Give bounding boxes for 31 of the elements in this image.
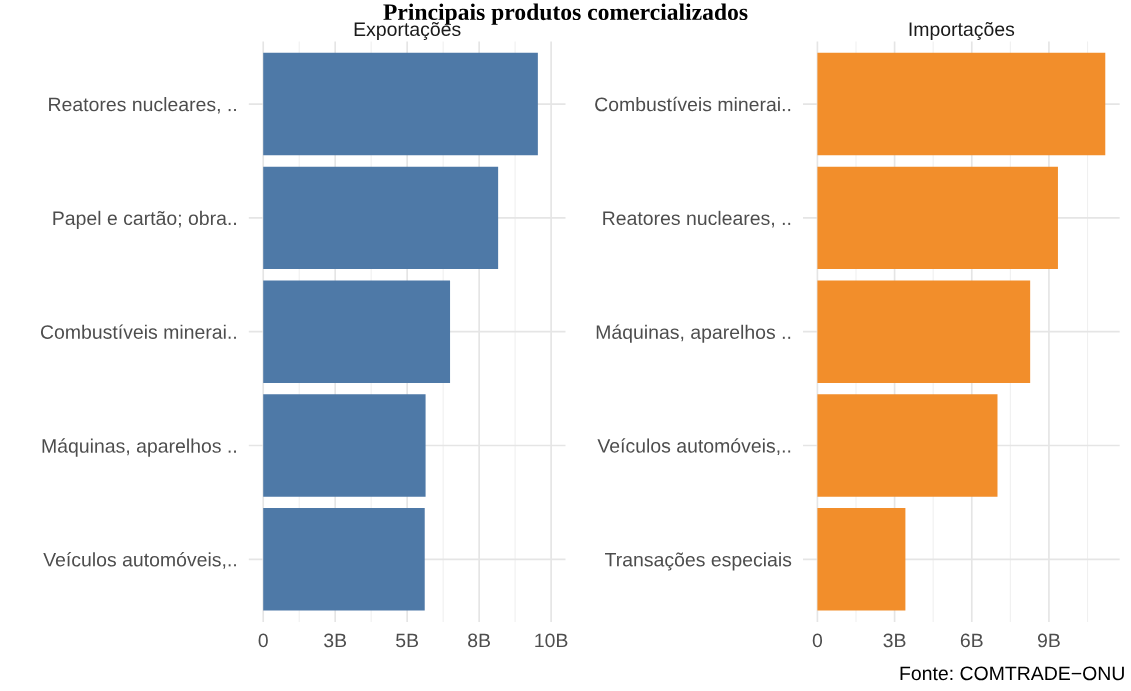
chart-subtitle: Importações xyxy=(909,21,1015,41)
bar xyxy=(817,508,906,611)
bar xyxy=(263,394,426,497)
y-tick-label: Veículos automóveis,.. xyxy=(597,438,791,456)
y-tick-label: Transações especiais xyxy=(605,552,792,571)
bar xyxy=(817,394,998,497)
x-tick-label: 6B xyxy=(960,633,983,648)
y-tick-label: Reatores nucleares, .. xyxy=(49,97,236,114)
bar xyxy=(263,52,538,156)
y-tick-label: Combustíveis minerai.. xyxy=(40,324,236,339)
x-tick-label: 3B xyxy=(324,633,347,648)
y-tick-label: Combustíveis minerai.. xyxy=(595,96,791,112)
bar xyxy=(817,280,1031,383)
x-tick-label: 3B xyxy=(883,633,906,648)
x-tick-label: 10B xyxy=(535,633,568,648)
bar xyxy=(817,166,1058,270)
y-tick-label: Papel e cartão; obra.. xyxy=(53,210,236,229)
bar xyxy=(263,508,425,611)
y-tick-label: Reatores nucleares, .. xyxy=(603,210,791,228)
y-tick-label: Máquinas, aparelhos .. xyxy=(596,324,791,343)
bar xyxy=(263,166,499,270)
y-tick-label: Máquinas, aparelhos .. xyxy=(42,438,236,457)
x-tick-label: 8B xyxy=(468,633,490,648)
x-tick-label: 0 xyxy=(812,633,823,648)
source-note: Fonte: COMTRADE−ONU xyxy=(900,666,1124,681)
y-tick-label: Veículos automóveis,.. xyxy=(43,552,236,569)
x-tick-label: 9B xyxy=(1037,633,1060,648)
x-tick-label: 0 xyxy=(258,633,268,648)
x-tick-label: 5B xyxy=(396,633,419,648)
bar xyxy=(263,280,451,383)
bar xyxy=(817,52,1106,156)
